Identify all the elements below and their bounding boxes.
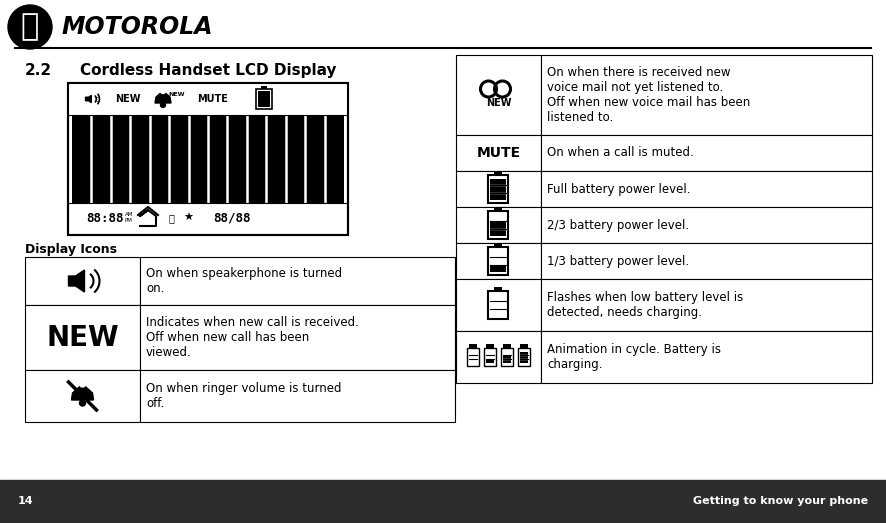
- Text: PM: PM: [125, 218, 133, 222]
- Bar: [456, 279, 541, 331]
- Bar: [456, 243, 541, 279]
- Text: On when a call is muted.: On when a call is muted.: [547, 146, 694, 160]
- Text: NEW: NEW: [115, 94, 141, 104]
- Text: 88:88: 88:88: [86, 211, 123, 224]
- Bar: [518, 348, 530, 366]
- Bar: [486, 360, 494, 363]
- Bar: [491, 230, 507, 236]
- Bar: [494, 287, 502, 291]
- Text: Getting to know your phone: Getting to know your phone: [693, 496, 868, 506]
- Bar: [541, 207, 872, 243]
- Text: MUTE: MUTE: [198, 94, 229, 104]
- Circle shape: [80, 381, 86, 387]
- Bar: [140, 305, 455, 370]
- Text: Full battery power level.: Full battery power level.: [547, 183, 690, 196]
- Bar: [520, 356, 528, 359]
- Circle shape: [80, 400, 86, 406]
- Text: NEW: NEW: [168, 93, 185, 97]
- Polygon shape: [72, 384, 94, 400]
- Text: 2.2: 2.2: [25, 63, 52, 78]
- Text: 88/88: 88/88: [213, 211, 251, 224]
- Bar: [68, 83, 348, 235]
- Text: AM: AM: [125, 211, 134, 217]
- Bar: [486, 344, 494, 348]
- Bar: [488, 291, 509, 319]
- Bar: [456, 171, 541, 207]
- Bar: [503, 360, 511, 363]
- Text: MUTE: MUTE: [477, 146, 521, 160]
- Bar: [491, 179, 507, 185]
- Circle shape: [160, 88, 166, 94]
- Bar: [68, 83, 348, 235]
- Text: On when speakerphone is turned
on.: On when speakerphone is turned on.: [146, 267, 342, 295]
- Bar: [467, 348, 479, 366]
- Bar: [541, 135, 872, 171]
- Text: 14: 14: [18, 496, 34, 506]
- Bar: [541, 279, 872, 331]
- Text: 🔒: 🔒: [168, 213, 174, 223]
- Bar: [491, 186, 507, 192]
- Text: Display Icons: Display Icons: [25, 243, 117, 256]
- Bar: [68, 83, 348, 115]
- Bar: [25, 305, 140, 370]
- Bar: [484, 348, 496, 366]
- Circle shape: [160, 103, 166, 108]
- Text: Indicates when new call is received.
Off when new call has been
viewed.: Indicates when new call is received. Off…: [146, 316, 359, 359]
- Text: Animation in cycle. Battery is
charging.: Animation in cycle. Battery is charging.: [547, 343, 721, 371]
- Polygon shape: [86, 95, 91, 103]
- Bar: [25, 257, 140, 305]
- Bar: [488, 175, 509, 203]
- Text: On when there is received new
voice mail not yet listened to.
Off when new voice: On when there is received new voice mail…: [547, 66, 750, 124]
- Bar: [491, 222, 507, 229]
- Bar: [520, 344, 528, 348]
- Bar: [541, 55, 872, 135]
- Bar: [456, 207, 541, 243]
- Bar: [520, 352, 528, 355]
- Bar: [494, 243, 502, 247]
- Text: 1/3 battery power level.: 1/3 battery power level.: [547, 255, 689, 267]
- Text: Ⓜ: Ⓜ: [21, 13, 39, 41]
- Bar: [503, 356, 511, 359]
- Text: ★: ★: [183, 213, 193, 223]
- Text: On when ringer volume is turned
off.: On when ringer volume is turned off.: [146, 382, 341, 410]
- Bar: [456, 55, 541, 135]
- Bar: [261, 86, 267, 89]
- Bar: [491, 266, 507, 272]
- Bar: [488, 211, 509, 239]
- Bar: [541, 243, 872, 279]
- Bar: [503, 344, 511, 348]
- Bar: [140, 257, 455, 305]
- Bar: [488, 247, 509, 275]
- Bar: [456, 331, 541, 383]
- Polygon shape: [68, 270, 84, 292]
- Bar: [494, 171, 502, 175]
- Bar: [469, 344, 477, 348]
- Bar: [501, 348, 513, 366]
- Text: Cordless Handset LCD Display: Cordless Handset LCD Display: [80, 63, 337, 78]
- Bar: [25, 370, 140, 422]
- Text: 2/3 battery power level.: 2/3 battery power level.: [547, 219, 689, 232]
- Text: Flashes when low battery level is
detected, needs charging.: Flashes when low battery level is detect…: [547, 291, 743, 319]
- Text: MOTOROLA: MOTOROLA: [62, 15, 214, 39]
- Bar: [520, 360, 528, 363]
- Text: :: :: [96, 94, 99, 104]
- Bar: [140, 370, 455, 422]
- Polygon shape: [155, 91, 171, 103]
- Bar: [258, 91, 270, 107]
- Circle shape: [8, 5, 52, 49]
- Bar: [456, 135, 541, 171]
- Bar: [256, 89, 272, 109]
- Text: NEW: NEW: [486, 98, 511, 108]
- Bar: [72, 115, 344, 203]
- Bar: [541, 331, 872, 383]
- Bar: [0, 480, 886, 523]
- Text: NEW: NEW: [46, 324, 119, 351]
- Bar: [541, 171, 872, 207]
- Bar: [491, 194, 507, 200]
- Bar: [494, 207, 502, 211]
